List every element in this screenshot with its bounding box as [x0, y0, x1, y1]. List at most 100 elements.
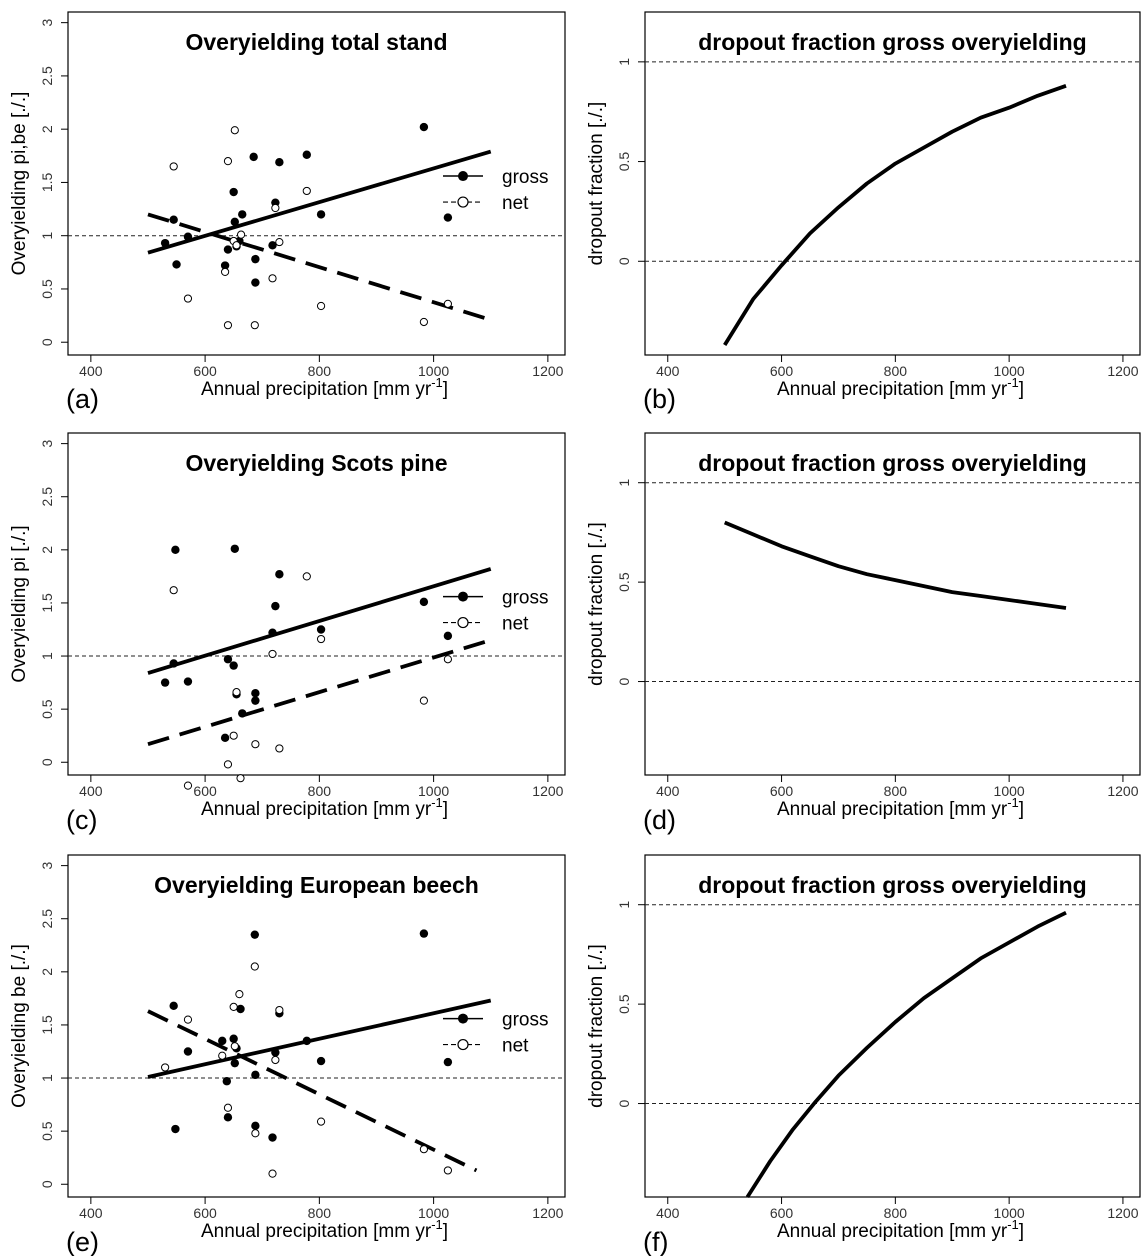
point-gross	[268, 1133, 277, 1142]
point-net	[161, 1063, 170, 1072]
x-axis-title-main: Annual precipitation [mm yr	[201, 1221, 432, 1242]
plot-frame	[67, 854, 566, 1198]
x-tick-label: 800	[884, 1205, 908, 1221]
y-tick-label: 2.5	[39, 487, 55, 507]
legend-gross-label: gross	[502, 167, 548, 188]
y-tick-label: 0	[39, 338, 55, 346]
point-net	[183, 781, 193, 790]
point-gross	[183, 232, 193, 241]
point-gross	[271, 1048, 280, 1057]
point-net	[275, 1005, 284, 1015]
x-axis-title: Annual precipitation [mm yr-1]	[777, 375, 1024, 400]
point-net	[316, 301, 326, 311]
point-gross	[251, 254, 260, 264]
point-gross	[271, 601, 280, 611]
y-tick-label: 0.5	[616, 572, 632, 592]
point-gross	[160, 678, 170, 687]
legend-gross-label: gross	[502, 588, 548, 609]
y-tick-label: 1	[39, 652, 55, 660]
x-axis-title-superscript: -1	[431, 1217, 443, 1232]
x-tick-label: 800	[308, 363, 332, 379]
point-net	[419, 1145, 428, 1154]
panel-d: 400 600 800 1000 1200 0 0.5 1 dropout fraction […	[586, 432, 1141, 835]
point-gross	[302, 1036, 311, 1046]
y-tick-label: 2	[39, 546, 55, 554]
y-tick-label: 0	[616, 677, 632, 685]
panel-f: 400 600 800 1000 1200 0 0.5 1 dropout fraction […	[586, 854, 1141, 1256]
x-axis-title-superscript: -1	[1007, 1217, 1019, 1232]
point-net	[223, 321, 233, 330]
point-gross	[223, 245, 233, 254]
point-gross	[251, 689, 260, 698]
panel-title: dropout fraction gross overyielding	[698, 450, 1086, 476]
x-tick-label: 600	[770, 363, 794, 379]
point-gross	[238, 709, 247, 718]
point-net	[183, 1015, 193, 1024]
point-gross	[230, 1058, 240, 1068]
y-tick-label: 0	[39, 1180, 55, 1188]
x-tick-label: 1000	[994, 363, 1025, 379]
point-gross	[169, 1001, 178, 1011]
point-net	[302, 186, 311, 196]
point-net	[443, 299, 452, 308]
point-gross	[275, 570, 284, 579]
x-tick-label: 1000	[994, 1205, 1025, 1221]
legend-gross-marker	[458, 1013, 468, 1024]
panel-title: Overyielding European beech	[154, 872, 479, 898]
point-net	[230, 126, 239, 135]
point-net	[236, 774, 245, 783]
legend-gross-marker	[458, 591, 468, 602]
point-net	[250, 321, 259, 330]
point-net	[251, 740, 260, 749]
point-gross	[222, 1077, 232, 1086]
x-tick-label: 400	[79, 363, 103, 379]
x-tick-label: 1200	[532, 1205, 563, 1221]
point-net	[271, 1055, 280, 1065]
x-axis-title-main: Annual precipitation [mm yr	[777, 799, 1008, 820]
plot-frame	[644, 432, 1141, 776]
x-tick-label: 1200	[532, 783, 563, 799]
point-gross	[220, 733, 230, 743]
x-axis-title-main: Annual precipitation [mm yr	[201, 379, 432, 400]
point-gross	[251, 1070, 260, 1080]
x-tick-label: 1000	[418, 1205, 449, 1221]
point-net	[271, 203, 280, 213]
panel-letter: (b)	[643, 384, 676, 414]
point-net	[250, 962, 259, 971]
x-tick-label: 400	[656, 363, 680, 379]
x-axis-title-superscript: -1	[431, 795, 443, 810]
point-gross	[236, 1004, 245, 1014]
point-net	[235, 990, 244, 999]
point-net	[223, 760, 233, 769]
y-tick-label: 0	[616, 257, 632, 265]
x-tick-label: 1200	[1107, 1205, 1138, 1221]
point-gross	[171, 545, 180, 555]
point-net	[232, 688, 241, 697]
point-net	[316, 1117, 326, 1126]
y-tick-label: 2.5	[39, 909, 55, 929]
x-axis-title-superscript: -1	[1007, 375, 1019, 390]
fit-line-gross	[147, 567, 492, 675]
x-tick-label: 800	[884, 783, 908, 799]
point-net	[268, 1169, 277, 1178]
point-gross	[275, 157, 284, 167]
x-tick-label: 1200	[1107, 783, 1138, 799]
point-gross	[250, 930, 260, 939]
x-tick-label: 600	[193, 783, 217, 799]
point-gross	[443, 631, 453, 641]
point-gross	[419, 122, 429, 132]
x-tick-label: 600	[770, 783, 794, 799]
plot-frame	[67, 432, 566, 776]
point-gross	[316, 1056, 326, 1066]
x-axis-title-main: Annual precipitation [mm yr	[777, 379, 1008, 400]
y-tick-label: 2	[39, 968, 55, 976]
panel-e: 400 600 800 1000 1200 0 0.5 1 1.5 2 2.5 3 Overyieldi…	[9, 854, 566, 1256]
point-gross	[419, 929, 429, 938]
legend-gross-label: gross	[502, 1010, 548, 1031]
point-net	[302, 572, 311, 581]
point-net	[268, 274, 277, 283]
point-net	[169, 162, 178, 171]
x-axis-title-main: Annual precipitation [mm yr	[777, 1221, 1008, 1242]
x-tick-label: 800	[308, 1205, 332, 1221]
panel-title: dropout fraction gross overyielding	[698, 29, 1086, 55]
